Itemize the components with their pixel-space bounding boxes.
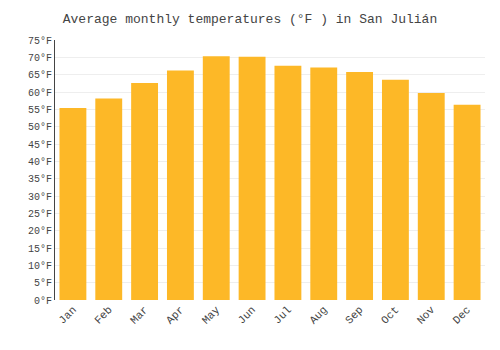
svg-text:35°F: 35°F bbox=[28, 174, 52, 185]
svg-text:30°F: 30°F bbox=[28, 192, 52, 203]
svg-text:Oct: Oct bbox=[379, 304, 401, 326]
svg-text:40°F: 40°F bbox=[28, 157, 52, 168]
svg-text:20°F: 20°F bbox=[28, 226, 52, 237]
svg-text:75°F: 75°F bbox=[28, 36, 52, 47]
svg-text:0°F: 0°F bbox=[34, 296, 52, 307]
svg-text:50°F: 50°F bbox=[28, 122, 52, 133]
svg-text:Feb: Feb bbox=[92, 304, 114, 326]
svg-text:15°F: 15°F bbox=[28, 244, 52, 255]
svg-text:Jun: Jun bbox=[236, 304, 258, 326]
svg-text:5°F: 5°F bbox=[34, 278, 52, 289]
svg-text:Average monthly temperatures (: Average monthly temperatures (°F ) in Sa… bbox=[63, 12, 437, 27]
svg-text:May: May bbox=[200, 304, 223, 327]
svg-text:65°F: 65°F bbox=[28, 70, 52, 81]
svg-text:60°F: 60°F bbox=[28, 88, 52, 99]
svg-text:Jul: Jul bbox=[271, 304, 293, 326]
svg-text:Mar: Mar bbox=[128, 304, 150, 326]
svg-text:70°F: 70°F bbox=[28, 53, 52, 64]
svg-text:Aug: Aug bbox=[307, 304, 329, 326]
svg-text:25°F: 25°F bbox=[28, 209, 52, 220]
svg-text:Sep: Sep bbox=[343, 304, 365, 326]
svg-text:10°F: 10°F bbox=[28, 261, 52, 272]
svg-text:Dec: Dec bbox=[451, 304, 473, 326]
svg-text:45°F: 45°F bbox=[28, 140, 52, 151]
svg-text:Jan: Jan bbox=[56, 304, 78, 326]
svg-text:Apr: Apr bbox=[164, 304, 186, 326]
svg-text:Nov: Nov bbox=[415, 304, 438, 327]
svg-text:55°F: 55°F bbox=[28, 105, 52, 116]
